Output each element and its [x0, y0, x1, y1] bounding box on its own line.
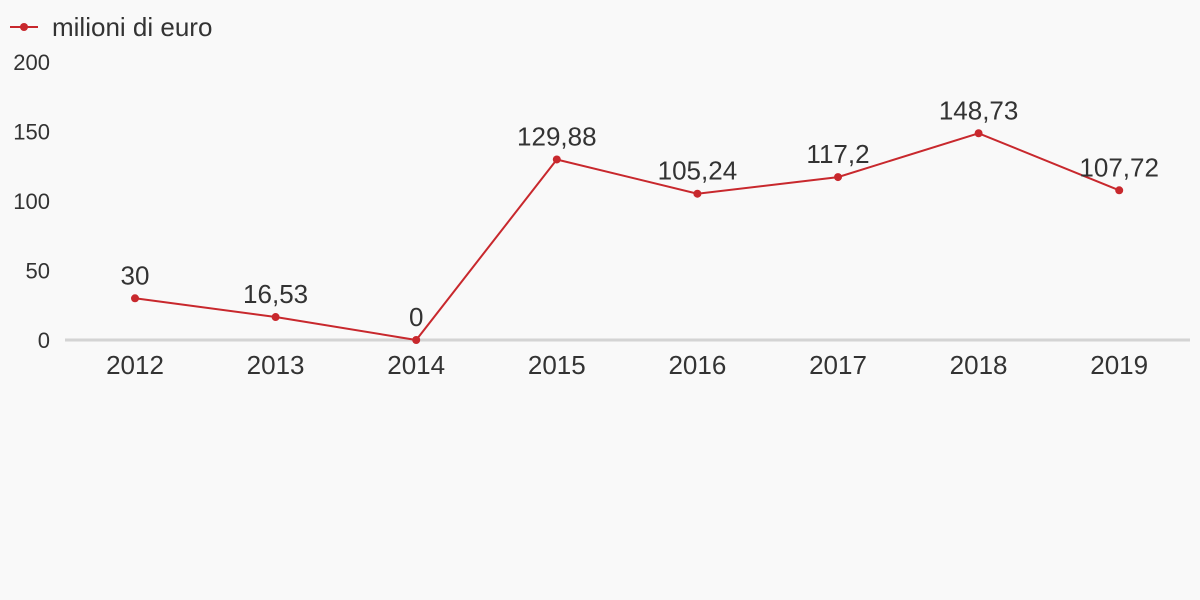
- y-tick-label: 0: [38, 328, 50, 353]
- data-points: [131, 129, 1124, 344]
- data-point[interactable]: [693, 189, 702, 198]
- data-point[interactable]: [552, 155, 561, 164]
- data-label: 129,88: [517, 121, 597, 151]
- data-labels: 30 16,53 0 129,88 105,24 117,2 148,73 107,72: [121, 95, 1159, 332]
- data-point[interactable]: [1115, 186, 1124, 195]
- x-tick-label: 2014: [387, 350, 445, 380]
- x-tick-label: 2016: [668, 350, 726, 380]
- x-tick-label: 2015: [528, 350, 586, 380]
- data-point[interactable]: [974, 129, 983, 138]
- x-tick-label: 2017: [809, 350, 867, 380]
- data-point[interactable]: [834, 173, 842, 182]
- data-point[interactable]: [412, 336, 421, 344]
- y-tick-label: 50: [26, 259, 50, 284]
- data-label: 148,73: [939, 95, 1019, 125]
- y-axis: 0 50 100 150 200: [13, 50, 50, 353]
- data-label: 117,2: [806, 139, 869, 169]
- x-tick-label: 2018: [950, 350, 1008, 380]
- legend-marker-icon: [20, 23, 28, 31]
- x-tick-label: 2012: [106, 350, 164, 380]
- data-label: 105,24: [658, 156, 738, 186]
- data-point[interactable]: [131, 294, 139, 303]
- y-tick-label: 200: [13, 50, 50, 75]
- y-tick-label: 150: [13, 120, 50, 145]
- data-label: 16,53: [243, 279, 308, 309]
- series-line: [134, 132, 1120, 342]
- legend-label: milioni di euro: [52, 12, 212, 42]
- y-tick-label: 100: [13, 189, 50, 214]
- data-point[interactable]: [271, 313, 280, 322]
- data-label: 30: [121, 260, 150, 290]
- x-tick-label: 2019: [1090, 350, 1148, 380]
- x-axis: 2012 2013 2014 2015 2016 2017 2018 2019: [106, 350, 1148, 380]
- x-tick-label: 2013: [247, 350, 305, 380]
- legend[interactable]: milioni di euro: [10, 12, 212, 42]
- data-label: 107,72: [1079, 152, 1159, 182]
- data-label: 0: [409, 302, 423, 332]
